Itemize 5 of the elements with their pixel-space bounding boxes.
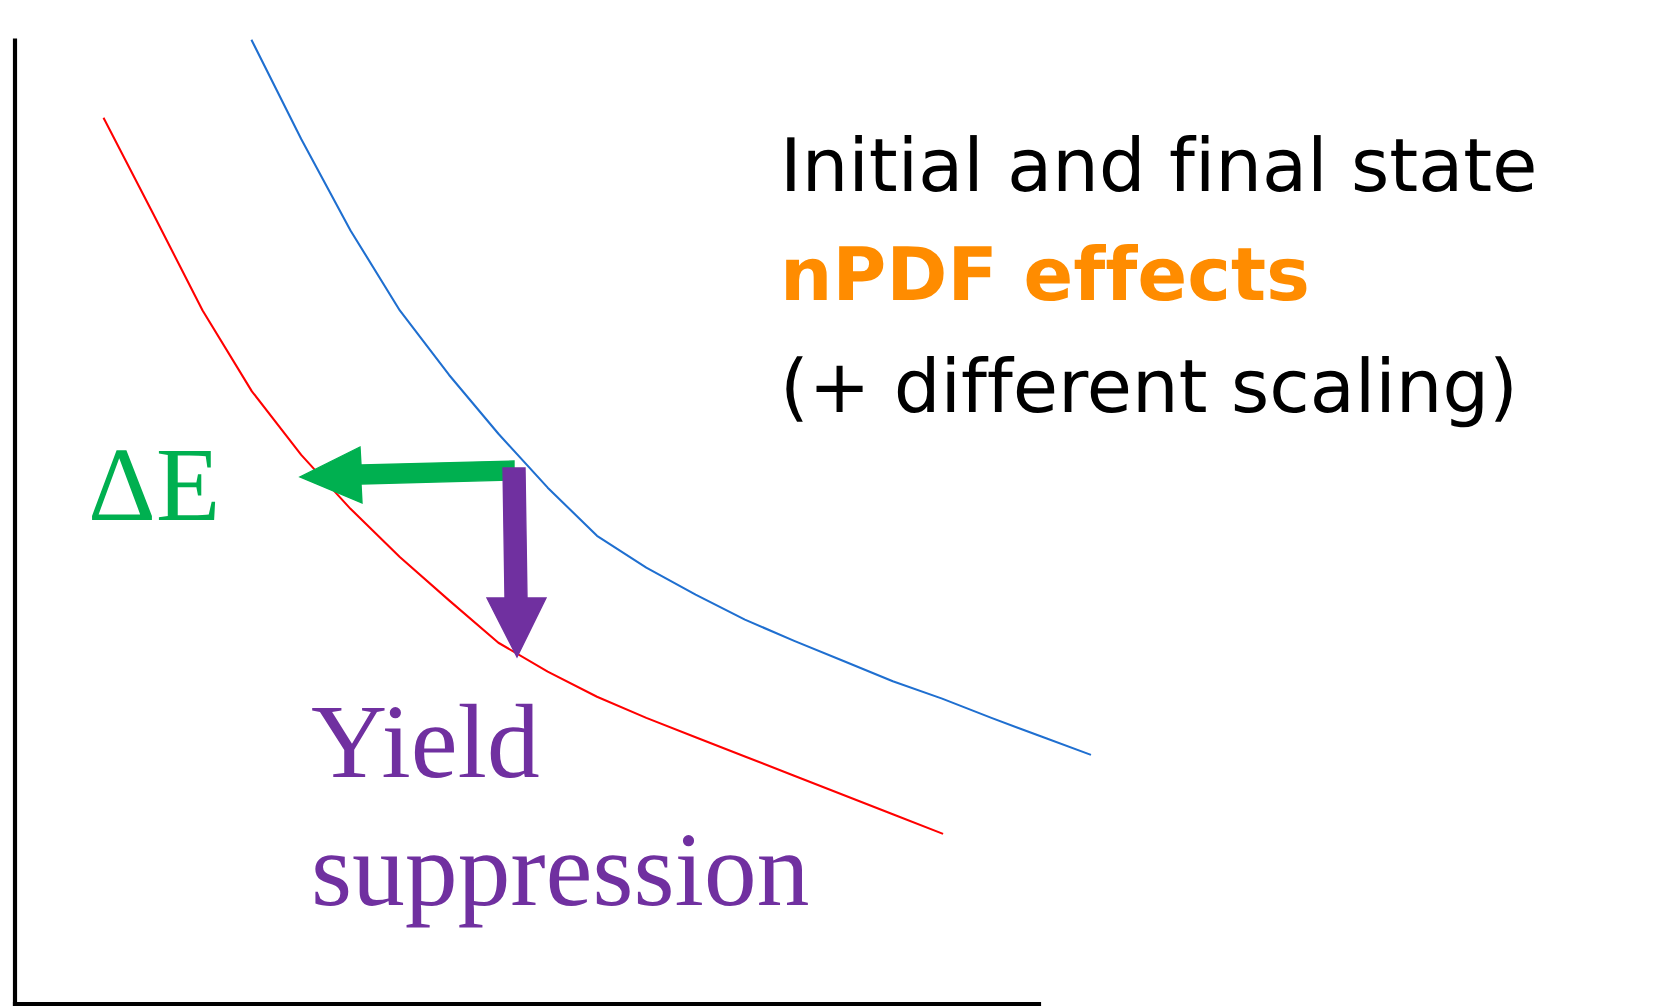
annotation: Yield suppression	[312, 703, 808, 928]
annotation: ΔE	[92, 450, 216, 520]
annotation: (+ different scaling)	[786, 356, 1512, 428]
annotation: Initial and final state	[787, 135, 1534, 193]
annotation: nPDF effects	[786, 244, 1307, 302]
